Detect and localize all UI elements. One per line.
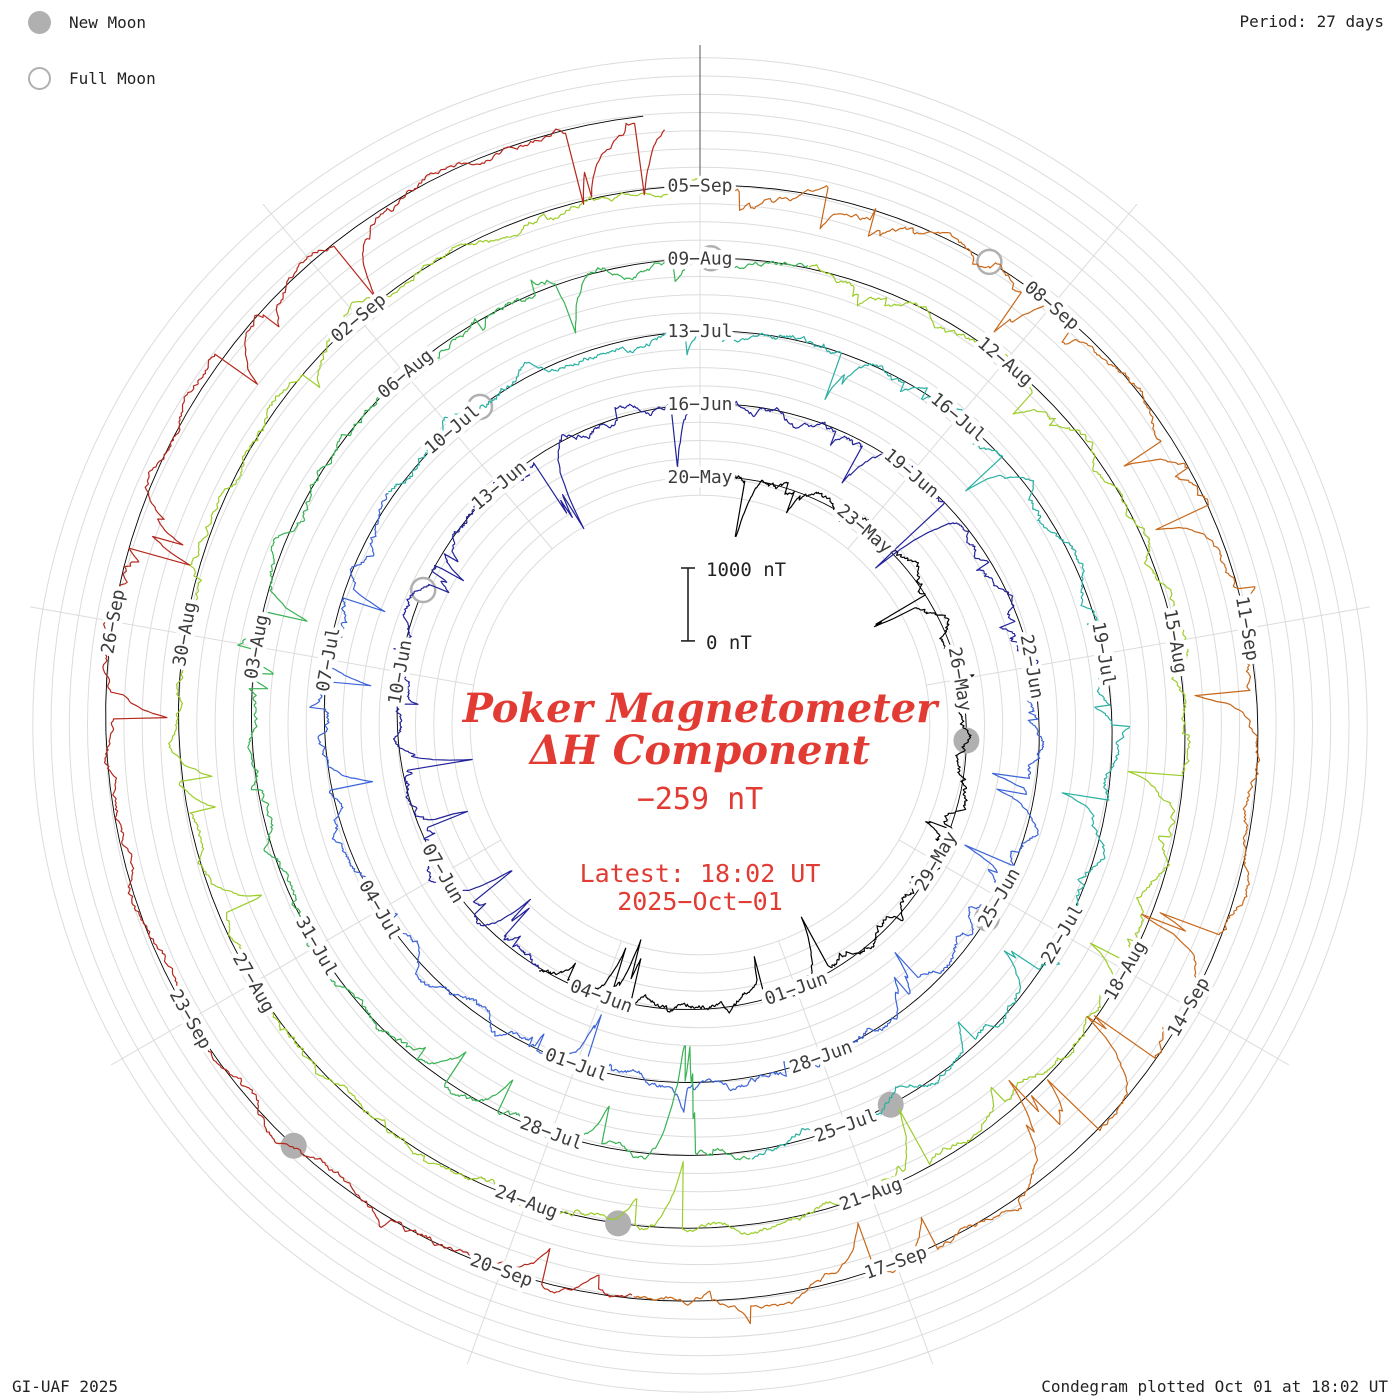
full-moon-icon [28, 66, 51, 90]
trace-segment [633, 178, 1261, 1325]
legend-full-moon: Full Moon [28, 64, 156, 92]
date-label: 10−Jul [421, 401, 484, 459]
period-label: Period: 27 days [1239, 12, 1385, 31]
grid-spoke [898, 839, 1290, 1066]
trace-segment [168, 178, 1191, 1236]
date-label: 01−Jun [762, 968, 830, 1010]
date-label: 03−Aug [241, 613, 273, 681]
full-moon-label: Full Moon [69, 68, 156, 88]
grid-spoke [926, 606, 1370, 686]
grid-ring [415, 440, 985, 1010]
data-traces [102, 122, 1261, 1325]
full-moon-marker [409, 576, 437, 604]
date-label: 22−Jun [1016, 633, 1048, 701]
new-moon-marker [280, 1132, 307, 1159]
grid-spoke [847, 203, 1138, 550]
spiral-baseline [105, 115, 1259, 1302]
date-label: 23−May [833, 500, 896, 558]
moon-legend: New Moon Full Moon [28, 8, 156, 120]
date-label: 25−Jul [812, 1105, 880, 1147]
date-label: 26−May [944, 645, 976, 713]
moon-markers [280, 244, 1003, 1237]
date-label: 20−May [667, 467, 732, 488]
trace-segment [538, 468, 975, 1014]
date-label: 02−Sep [327, 289, 390, 347]
date-label: 08−Sep [1020, 277, 1083, 335]
date-label: 19−Jul [1087, 620, 1119, 688]
grid-spoke [778, 940, 934, 1365]
date-label: 13−Jul [667, 321, 732, 342]
grid-ring [396, 421, 1004, 1029]
date-label: 30−Aug [169, 600, 201, 668]
date-label: 26−Sep [97, 588, 129, 656]
grid-ring [469, 494, 931, 956]
grid-spoke [110, 839, 502, 1066]
date-label: 19−Jun [880, 444, 943, 502]
date-label: 16−Jul [926, 389, 989, 447]
polar-grid [30, 45, 1370, 1393]
plotted-label: Condegram plotted Oct 01 at 18:02 UT [1041, 1377, 1388, 1396]
date-label: 05−Sep [667, 175, 732, 196]
new-moon-label: New Moon [69, 12, 147, 32]
grid-spoke [466, 940, 622, 1365]
date-label: 13−Jun [468, 457, 531, 515]
new-moon-marker [605, 1210, 632, 1237]
date-label: 04−Jul [354, 877, 405, 944]
legend-new-moon: New Moon [28, 8, 156, 36]
date-label: 16−Jun [667, 394, 732, 415]
date-label: 12−Aug [973, 333, 1036, 391]
full-moon-marker [976, 248, 1003, 276]
date-label: 07−Jun [417, 840, 468, 907]
trace-segment [392, 395, 1039, 970]
date-label: 23−Sep [165, 986, 216, 1053]
date-label: 28−Jun [787, 1036, 855, 1078]
date-label: 15−Aug [1159, 607, 1191, 675]
trace-segment [309, 493, 1045, 1113]
new-moon-icon [28, 10, 51, 34]
scale-top-label: 1000 nT [706, 559, 786, 581]
date-label: 31−Jul [291, 913, 342, 980]
date-label: 11−Sep [1231, 595, 1263, 663]
date-label: 10−Jun [384, 638, 416, 706]
trace-segment [102, 122, 666, 1298]
scale-bar: 1000 nT 0 nT [681, 559, 786, 654]
trace-segment [388, 328, 1130, 1160]
date-label: 09−Aug [667, 248, 732, 269]
new-moon-marker [973, 905, 1000, 932]
date-label: 29−May [911, 828, 962, 895]
new-moon-marker [877, 1091, 904, 1118]
date-label: 06−Aug [374, 345, 437, 403]
new-moon-marker [953, 727, 980, 754]
scale-bottom-label: 0 nT [706, 632, 752, 654]
trace-segment [237, 249, 809, 1161]
grid-ring [451, 476, 949, 974]
date-label: 27−Aug [228, 950, 279, 1017]
grid-spoke [262, 203, 553, 550]
credit-label: GI-UAF 2025 [12, 1377, 118, 1396]
